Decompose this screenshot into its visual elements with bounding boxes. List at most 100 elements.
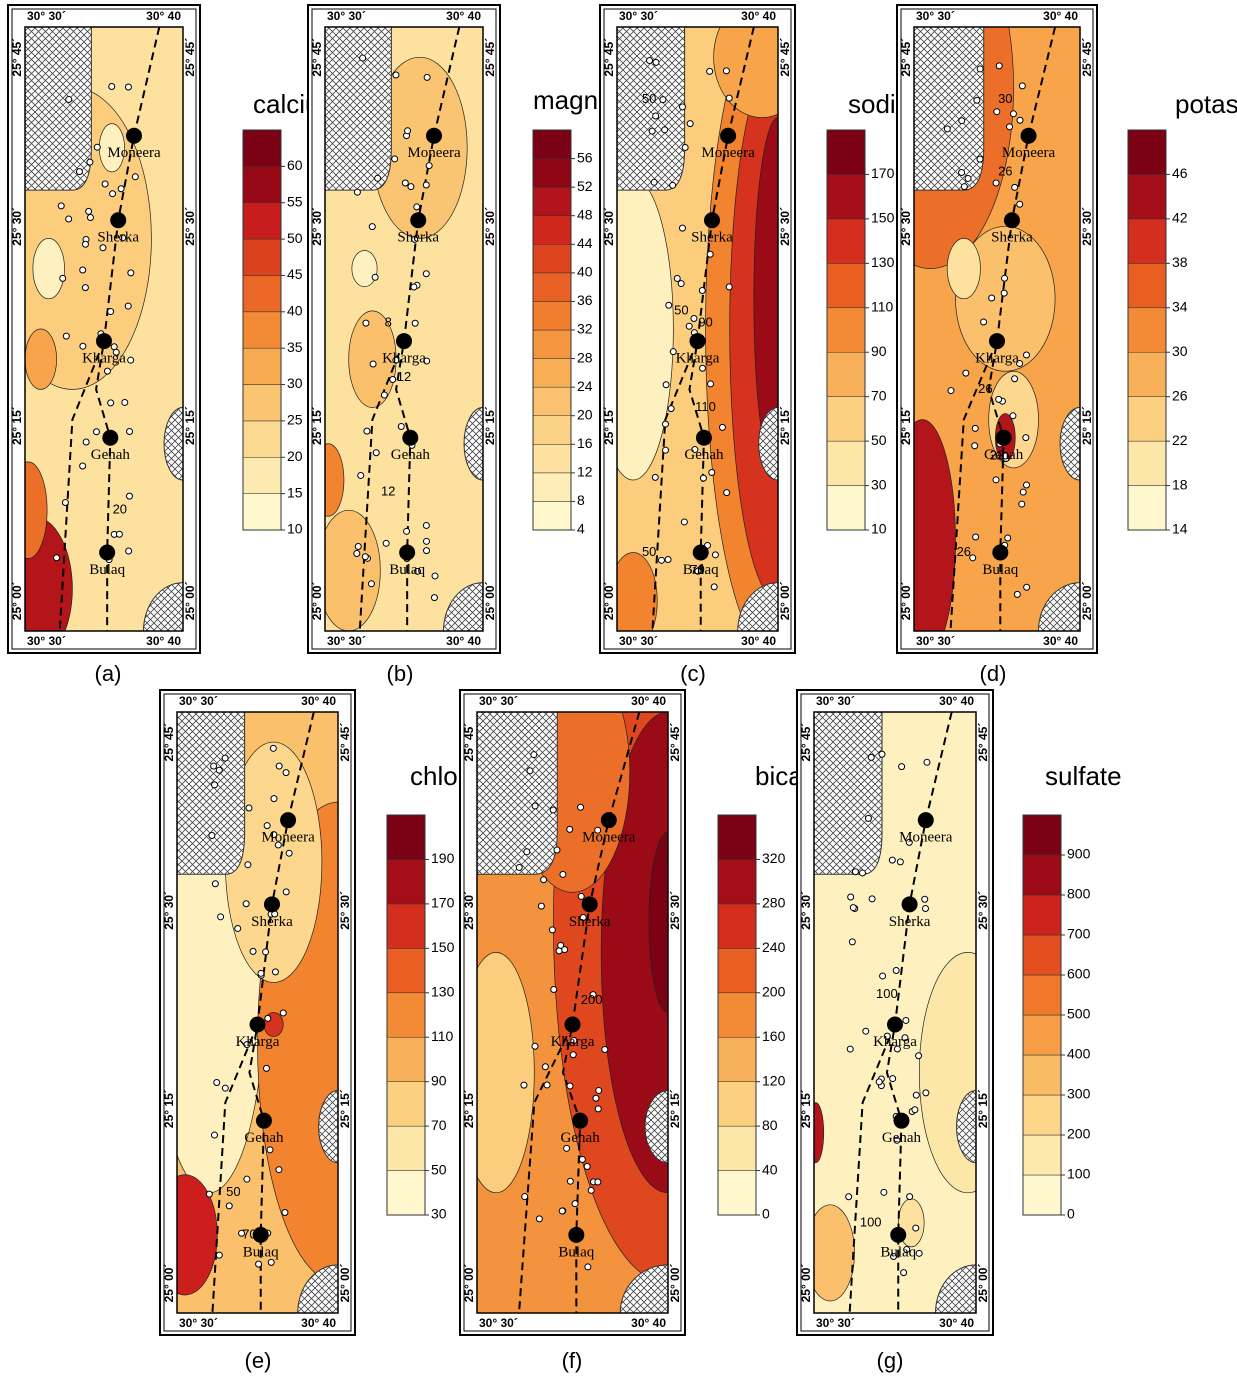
colorbar-band	[242, 420, 282, 458]
lat-label: 25° 15´	[162, 1089, 176, 1128]
map-frame-inner	[900, 8, 1094, 650]
well	[93, 143, 101, 151]
map-area: Moneera Sherka Kharga Genah Bulaq 20	[25, 27, 183, 631]
well	[862, 1027, 870, 1035]
well	[661, 126, 669, 134]
well	[559, 870, 567, 878]
lat-label: 25° 45´	[483, 38, 497, 77]
well	[652, 58, 660, 66]
well	[875, 1078, 883, 1086]
well	[723, 489, 731, 497]
well	[958, 168, 966, 176]
contour-zone	[325, 443, 345, 517]
town-label: Moneera	[1002, 145, 1056, 161]
colorbar-band	[1127, 351, 1167, 397]
well	[79, 266, 87, 274]
well	[592, 1094, 600, 1102]
well	[584, 1263, 592, 1271]
town-label: Kharga	[873, 1034, 917, 1050]
well	[264, 1014, 272, 1022]
colorbar-band	[717, 814, 757, 860]
well	[893, 1136, 901, 1144]
town-dot	[995, 429, 1012, 446]
panel-caption: (f)	[562, 1348, 583, 1373]
town-dot	[426, 127, 443, 144]
lat-label: 25° 00´	[899, 581, 913, 620]
contour-zone	[648, 831, 668, 1013]
colorbar-tick-label: 40	[577, 264, 593, 280]
town-label: Kharga	[82, 351, 126, 367]
colorbar-band	[1127, 218, 1167, 264]
panel-caption: (b)	[387, 661, 414, 686]
town-label: Kharga	[551, 1034, 595, 1050]
panel-caption: (e)	[245, 1348, 272, 1373]
colorbar-band	[826, 263, 866, 309]
well	[281, 1209, 289, 1216]
town-dot	[581, 896, 598, 913]
lat-label: 25° 45´	[10, 38, 24, 77]
town-dot	[96, 333, 112, 350]
road	[358, 340, 405, 631]
lat-label: 25° 45´	[310, 38, 324, 77]
well	[270, 795, 278, 803]
road	[518, 1024, 574, 1313]
contour-label: 50	[674, 302, 688, 317]
well	[589, 991, 597, 999]
panel-title: potassium	[1175, 89, 1237, 119]
well	[53, 554, 61, 562]
colorbar-band	[242, 166, 282, 203]
colorbar-tick-label: 45	[287, 266, 303, 282]
well	[208, 831, 216, 839]
colorbar-tick-label: 160	[762, 1028, 786, 1044]
well	[359, 54, 367, 62]
well	[401, 179, 409, 187]
colorbar-tick-label: 90	[871, 343, 887, 359]
well	[566, 1177, 574, 1185]
well	[583, 1162, 591, 1170]
town-dot	[992, 544, 1009, 561]
well	[1006, 123, 1014, 131]
well	[1009, 110, 1017, 118]
town-dot	[720, 127, 737, 144]
well	[414, 567, 422, 575]
colorbar-band	[386, 1081, 426, 1127]
colorbar-band	[1022, 814, 1062, 856]
well	[81, 284, 89, 292]
well	[279, 1009, 287, 1017]
well	[665, 301, 673, 309]
map-area: Moneera Sherka Kharga Genah Bulaq 200	[477, 712, 668, 1313]
map-frame-inner	[11, 8, 197, 650]
well	[1023, 583, 1031, 591]
well	[270, 831, 278, 839]
road	[651, 340, 699, 631]
colorbar-tick-label: 80	[762, 1117, 778, 1133]
colorbar-band	[1127, 307, 1167, 353]
road	[848, 1024, 896, 1313]
colorbar-tick-label: 900	[1067, 846, 1091, 862]
town-label: Bulaq	[558, 1244, 594, 1260]
well	[971, 424, 979, 432]
colorbar-band	[532, 386, 572, 416]
lat-label: 25° 00´	[162, 1264, 176, 1303]
well	[848, 938, 856, 946]
well	[531, 1042, 539, 1050]
well	[1022, 481, 1030, 489]
well	[557, 941, 565, 949]
colorbar-tick-label: 30	[287, 375, 303, 391]
lon-label: 30° 40	[1043, 9, 1078, 23]
map-panel: Moneera Sherka Kharga Genah Bulaq 30 26 26 22 26 3…	[896, 4, 1098, 654]
well	[221, 1084, 229, 1092]
contour-zone	[177, 1174, 218, 1296]
map-border	[813, 711, 977, 1314]
town-dot	[410, 212, 427, 229]
town-dot	[893, 1112, 910, 1129]
colorbar-tick-label: 90	[431, 1072, 447, 1088]
colorbar-tick-label: 4	[577, 521, 585, 537]
town-label: Bulaq	[389, 562, 425, 578]
well	[921, 905, 929, 913]
colorbar-tick-label: 280	[762, 895, 786, 911]
colorbar-band	[717, 992, 757, 1038]
hatched-area	[477, 712, 558, 875]
well	[698, 286, 706, 294]
town-label: Moneera	[582, 830, 636, 846]
